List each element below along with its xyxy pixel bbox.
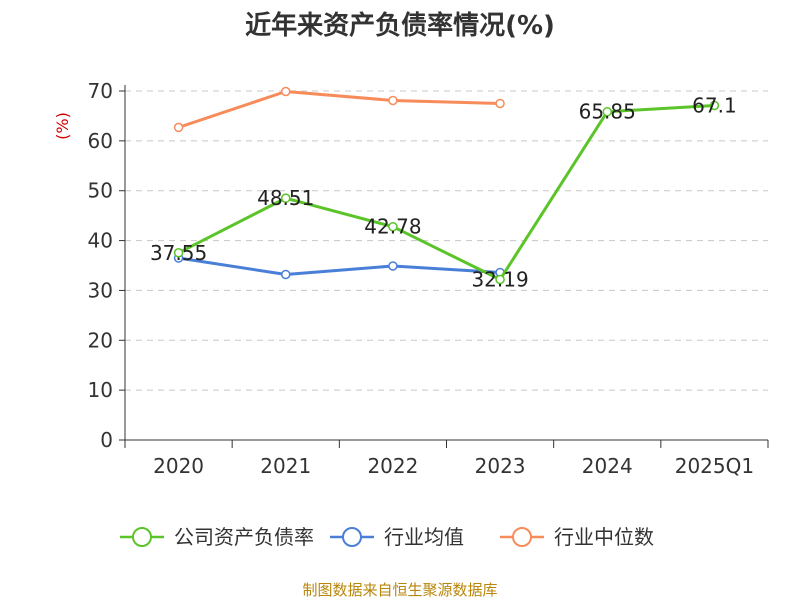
data-label: 37.55: [150, 241, 207, 265]
y-tick-label: 20: [88, 328, 113, 352]
data-point: [173, 122, 184, 133]
y-tick-label: 50: [88, 179, 113, 203]
x-tick-label: 2022: [367, 454, 418, 478]
series-line: [178, 89, 501, 129]
legend-label: 行业均值: [384, 525, 464, 549]
data-point: [495, 274, 505, 285]
legend: 公司资产负债率 行业均值 行业中位数: [120, 525, 654, 549]
data-point: [281, 86, 291, 97]
axes: 0 10 20 30 40 50 60 70 2020 2021 2022 2023 2024 2025Q…: [88, 79, 769, 478]
series-layer: [173, 86, 720, 285]
legend-item: 公司资产负债率: [120, 525, 314, 549]
x-tick-label: 2024: [582, 454, 633, 478]
y-tick-label: 70: [88, 79, 113, 103]
x-tick-label: 2020: [153, 454, 204, 478]
y-axis-label: (%): [53, 112, 72, 140]
y-tick-label: 60: [88, 129, 113, 153]
series-line: [178, 256, 501, 276]
source-note: 制图数据来自恒生聚源数据库: [302, 581, 497, 599]
y-tick-label: 0: [100, 428, 113, 452]
legend-marker: [132, 527, 152, 547]
data-label: 48.51: [257, 186, 314, 210]
grid-lines: [125, 90, 768, 391]
legend-marker: [342, 527, 362, 547]
data-point: [281, 193, 291, 203]
legend-item: 行业均值: [330, 525, 464, 549]
data-label: 65.85: [579, 100, 636, 124]
x-tick-label: 2023: [475, 454, 526, 478]
data-point: [173, 248, 184, 258]
data-point: [709, 100, 720, 111]
chart-title: 近年来资产负债率情况(%): [245, 10, 555, 41]
legend-item: 行业中位数: [500, 525, 654, 549]
x-tick-label: 2021: [260, 454, 311, 478]
data-label: 67.1: [692, 93, 737, 117]
data-point: [388, 221, 398, 232]
data-point: [281, 269, 291, 280]
legend-marker: [512, 527, 532, 547]
data-label: 42.78: [364, 215, 421, 239]
y-tick-label: 10: [88, 378, 113, 402]
legend-label: 行业中位数: [554, 525, 654, 549]
data-point: [495, 98, 505, 109]
data-point: [602, 106, 612, 117]
legend-label: 公司资产负债率: [174, 525, 314, 549]
series-line: [177, 103, 715, 282]
x-tick-label: 2025Q1: [675, 454, 754, 478]
data-label: 32.19: [471, 268, 528, 292]
y-tick-label: 40: [88, 229, 113, 253]
y-tick-label: 30: [88, 278, 113, 302]
data-point: [388, 261, 398, 271]
data-point: [388, 95, 398, 106]
data-labels: 37.55 48.51 42.78 32.19 65.85 67.1: [150, 93, 737, 291]
